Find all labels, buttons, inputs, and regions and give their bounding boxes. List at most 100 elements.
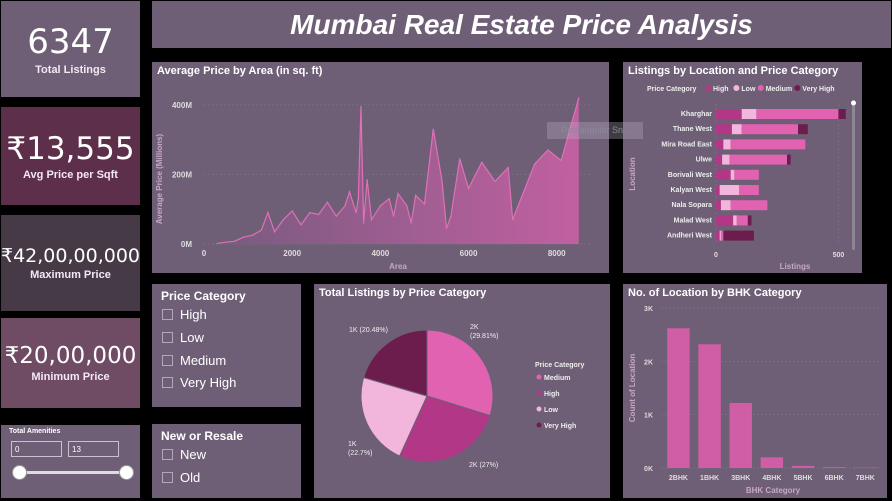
amenities-slider-max-handle[interactable] (119, 465, 134, 480)
area-point (282, 219, 284, 221)
area-point (388, 198, 390, 200)
amenities-slider-min-handle[interactable] (12, 465, 27, 480)
price-category-option-high[interactable]: High (162, 307, 207, 322)
area-point (267, 212, 269, 214)
avg-price-by-area-chart[interactable]: Average Price by Area (in sq. ft) 0M 200M… (152, 62, 609, 273)
amenities-max-input[interactable]: 13 (68, 441, 119, 457)
stacked-bar-segment (734, 169, 759, 180)
area-point (445, 227, 448, 229)
pie-slice (398, 395, 491, 463)
checkbox-icon[interactable] (162, 449, 173, 460)
area-point (357, 198, 359, 200)
slice-data-label: 1K (20.48%) (349, 327, 388, 334)
location-by-bhk-chart[interactable]: No. of Location by BHK Category 0K 1K 2K 3K… (623, 284, 887, 498)
category-label: Andheri West (667, 233, 713, 240)
kpi-min-price: ₹20,00,000 Minimum Price (1, 318, 140, 408)
pie-chart-title: Total Listings by Price Category (319, 287, 487, 299)
category-label: Thane West (673, 126, 713, 133)
category-label: Malad West (674, 217, 713, 224)
legend-label: Very High (802, 86, 834, 93)
area-point (441, 180, 443, 182)
y-tick-label: 0K (644, 466, 653, 473)
area-line (217, 97, 580, 244)
x-tick-label: 3BHK (731, 475, 750, 482)
area-point (363, 222, 365, 224)
x-tick-label: 7BHK (856, 475, 875, 482)
stacked-bar-segment (716, 169, 731, 180)
area-point (318, 213, 320, 216)
x-axis-label: Area (389, 262, 407, 271)
checkbox-icon[interactable] (162, 377, 173, 388)
y-tick-label: 200M (172, 170, 192, 179)
stacked-bar-segment (729, 154, 787, 165)
scrollbar-thumb-icon (851, 100, 856, 106)
legend-label: Medium (766, 86, 792, 93)
price-category-option-very-high[interactable]: Very High (162, 375, 236, 390)
checkbox-icon[interactable] (162, 472, 173, 483)
area-point (366, 179, 368, 181)
stacked-bar-segment (838, 109, 846, 119)
y-tick-label: 0M (181, 240, 192, 249)
area-point (234, 240, 236, 242)
stacked-bar-segment (716, 200, 721, 211)
y-tick-label: 3K (644, 306, 653, 313)
legend-label: Low (741, 86, 756, 93)
resale-option-new[interactable]: New (162, 447, 206, 462)
checkbox-icon[interactable] (162, 355, 173, 366)
legend-label: High (713, 86, 729, 93)
checkbox-icon[interactable] (162, 332, 173, 343)
x-tick-label: 2000 (283, 249, 301, 258)
checkbox-icon[interactable] (162, 309, 173, 320)
area-point (450, 215, 452, 217)
category-label: Kharghar (681, 111, 712, 118)
stacked-bar-segment (798, 124, 808, 135)
area-point (560, 159, 562, 162)
bar (729, 402, 752, 468)
slice-data-label: (22.7%) (348, 450, 373, 457)
area-point (397, 192, 399, 195)
pie-slice (426, 329, 494, 417)
area-point (273, 231, 276, 233)
area-point (379, 205, 381, 207)
listings-by-price-category-chart[interactable]: Total Listings by Price Category 2K (29.8… (314, 284, 610, 498)
legend-swatch (536, 374, 542, 380)
legend-title: Price Category (535, 362, 585, 369)
stacked-bar-segment (719, 185, 740, 195)
x-axis-label: Listings (780, 262, 811, 271)
kpi-max-price-label: Maximum Price (30, 269, 111, 281)
legend-swatch (794, 85, 801, 91)
legend-label: High (544, 391, 560, 398)
area-point (326, 201, 329, 203)
y-tick-label: 2K (644, 359, 653, 366)
x-tick-label: 500 (833, 252, 845, 259)
location-chart-svg: Price Category High Low Medium Very High 0 500… (628, 85, 856, 271)
slice-data-label: 2K (27%) (469, 462, 498, 469)
location-chart-title: Listings by Location and Price Category (628, 65, 839, 77)
area-point (423, 203, 426, 205)
y-axis-label: Average Price (Millions) (155, 133, 164, 224)
stacked-bar-segment (723, 139, 731, 150)
new-or-resale-slicer-title: New or Resale (161, 429, 244, 443)
amenities-slider-track[interactable] (19, 471, 127, 474)
area-point (406, 205, 408, 207)
category-label: Kalyan West (671, 187, 713, 194)
option-label: Old (180, 470, 201, 485)
price-category-option-low[interactable]: Low (162, 330, 204, 345)
price-category-option-medium[interactable]: Medium (162, 353, 226, 368)
stacked-bar-segment (730, 200, 768, 211)
tooltip-ghost: Rectangular Sn... (547, 122, 643, 139)
legend-swatch (733, 85, 740, 91)
stacked-bar-segment (756, 109, 839, 119)
bhk-chart-svg: 0K 1K 2K 3K 2BHK 1BHK 3BHK 4BHK 5BHK 6BHK 7BHK BHK … (628, 306, 879, 495)
slice-data-label: 2K (470, 324, 479, 331)
stacked-bar-segment (716, 139, 724, 150)
stacked-bar-segment (730, 169, 735, 180)
resale-option-old[interactable]: Old (162, 470, 200, 485)
bar (698, 344, 721, 468)
new-or-resale-slicer: New or Resale New Old (152, 424, 301, 498)
area-point (335, 215, 337, 217)
legend-swatch (536, 422, 542, 428)
listings-by-location-chart[interactable]: Listings by Location and Price Category … (623, 62, 862, 273)
option-label: Very High (180, 375, 237, 390)
amenities-min-input[interactable]: 0 (11, 441, 62, 457)
